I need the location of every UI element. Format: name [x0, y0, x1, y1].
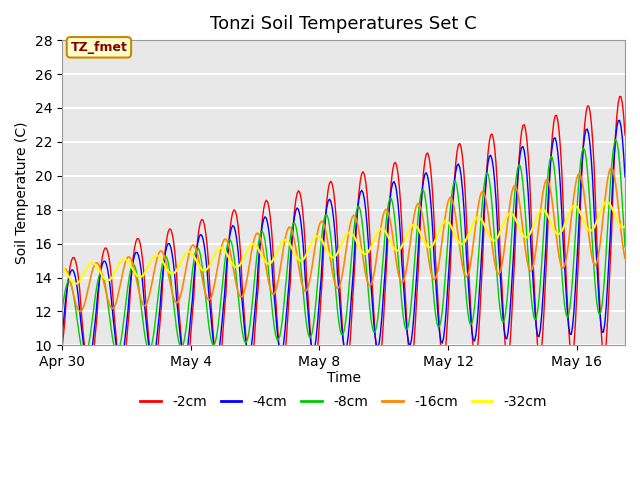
-16cm	[338, 276, 346, 282]
-8cm	[77, 341, 84, 347]
Line: -2cm: -2cm	[62, 96, 625, 378]
-8cm	[58, 308, 66, 313]
-2cm	[77, 302, 84, 308]
Line: -32cm: -32cm	[62, 202, 625, 284]
-32cm	[311, 235, 319, 241]
-8cm	[621, 244, 629, 250]
-4cm	[523, 172, 531, 178]
-32cm	[58, 264, 66, 270]
-16cm	[77, 309, 84, 314]
Title: Tonzi Soil Temperatures Set C: Tonzi Soil Temperatures Set C	[210, 15, 477, 33]
Legend: -2cm, -4cm, -8cm, -16cm, -32cm: -2cm, -4cm, -8cm, -16cm, -32cm	[134, 389, 552, 414]
-2cm	[248, 365, 255, 371]
Text: TZ_fmet: TZ_fmet	[70, 41, 127, 54]
-16cm	[311, 247, 319, 252]
-4cm	[616, 118, 623, 123]
-32cm	[523, 234, 531, 240]
-16cm	[523, 257, 531, 263]
-2cm	[616, 94, 623, 99]
Line: -4cm: -4cm	[62, 120, 625, 365]
Line: -16cm: -16cm	[62, 168, 625, 312]
-16cm	[248, 249, 255, 255]
-32cm	[338, 241, 346, 247]
-32cm	[598, 204, 606, 210]
-4cm	[598, 329, 606, 335]
-8cm	[598, 301, 606, 307]
-16cm	[608, 165, 616, 171]
-2cm	[621, 132, 629, 138]
-16cm	[58, 268, 66, 274]
-4cm	[248, 343, 255, 348]
-4cm	[58, 331, 66, 337]
-16cm	[598, 223, 606, 229]
-2cm	[58, 347, 66, 353]
Y-axis label: Soil Temperature (C): Soil Temperature (C)	[15, 121, 29, 264]
-4cm	[338, 322, 346, 327]
-2cm	[311, 366, 319, 372]
-32cm	[604, 199, 611, 205]
-8cm	[338, 332, 346, 337]
-16cm	[621, 255, 629, 261]
-2cm	[85, 375, 93, 381]
-32cm	[78, 274, 86, 280]
-8cm	[311, 312, 319, 318]
-32cm	[621, 223, 629, 229]
-8cm	[81, 353, 89, 359]
-32cm	[248, 241, 255, 247]
-4cm	[621, 174, 629, 180]
-4cm	[84, 362, 92, 368]
-2cm	[338, 311, 346, 316]
X-axis label: Time: Time	[326, 371, 360, 384]
-8cm	[523, 234, 531, 240]
-8cm	[248, 309, 255, 314]
-16cm	[78, 307, 86, 313]
Line: -8cm: -8cm	[62, 140, 625, 356]
-32cm	[72, 281, 79, 287]
-2cm	[598, 342, 606, 348]
-8cm	[612, 137, 620, 143]
-4cm	[77, 319, 84, 325]
-2cm	[523, 137, 531, 143]
-4cm	[311, 346, 319, 351]
